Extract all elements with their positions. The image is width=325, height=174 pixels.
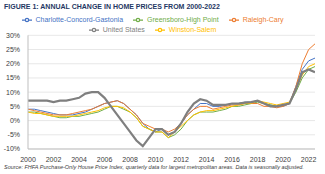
- html-text:United States: United States: [102, 26, 145, 34]
- svg-text:30%: 30%: [8, 32, 20, 39]
- svg-text:-5%: -5%: [8, 131, 20, 138]
- svg-text:2004: 2004: [71, 156, 87, 163]
- svg-text:2022: 2022: [301, 156, 317, 163]
- svg-text:2018: 2018: [250, 156, 266, 163]
- svg-text:2006: 2006: [97, 156, 113, 163]
- html-text:FIGURE 1: ANNUAL CHANGE IN HOM: FIGURE 1: ANNUAL CHANGE IN HOME PRICES F…: [4, 3, 220, 10]
- svg-text:2012: 2012: [173, 156, 189, 163]
- svg-text:2016: 2016: [224, 156, 240, 163]
- svg-text:2020: 2020: [275, 156, 291, 163]
- svg-text:10%: 10%: [8, 89, 20, 96]
- svg-text:25%: 25%: [8, 46, 20, 53]
- svg-text:2002: 2002: [46, 156, 62, 163]
- svg-text:-10%: -10%: [8, 145, 20, 152]
- svg-text:2010: 2010: [148, 156, 164, 163]
- html-text:Source: FHFA Purchase-Only Hou: Source: FHFA Purchase-Only House Price I…: [4, 164, 304, 170]
- html-text:Greensboro-High Point: Greensboro-High Point: [147, 16, 219, 23]
- svg-text:2008: 2008: [122, 156, 138, 163]
- svg-text:2014: 2014: [199, 156, 215, 163]
- html-text:Raleigh-Cary: Raleigh-Cary: [242, 16, 284, 23]
- svg-text:5%: 5%: [10, 103, 20, 110]
- html-text:Charlotte-Concord-Gastonia: Charlotte-Concord-Gastonia: [35, 16, 123, 23]
- svg-text:15%: 15%: [8, 74, 20, 81]
- svg-text:0%: 0%: [10, 117, 20, 124]
- svg-text:20%: 20%: [8, 60, 20, 67]
- html-text:Winston-Salem: Winston-Salem: [168, 26, 217, 34]
- svg-text:2000: 2000: [20, 156, 36, 163]
